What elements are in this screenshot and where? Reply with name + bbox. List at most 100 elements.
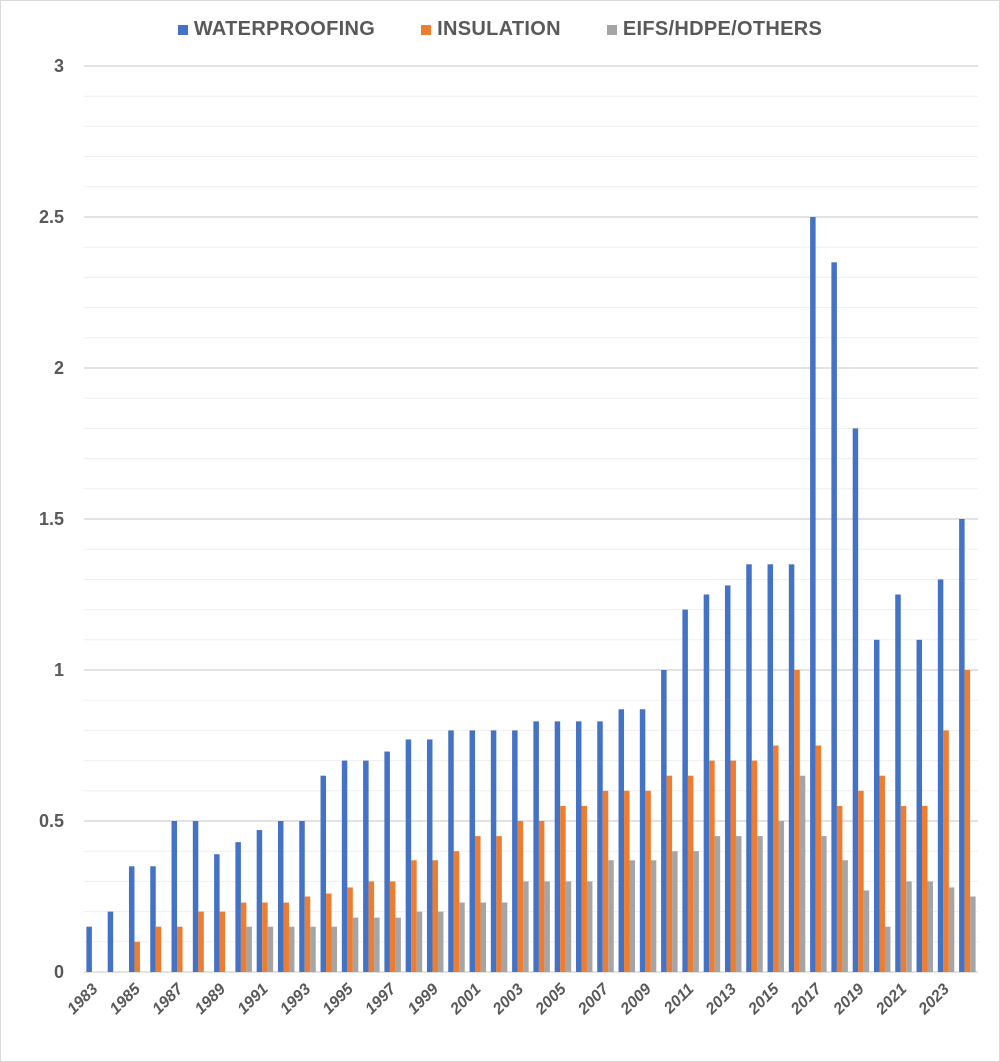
bar-insulation-2005 bbox=[560, 805, 566, 972]
bar-insulation-2013 bbox=[730, 760, 736, 972]
bar-waterproofing-2005 bbox=[554, 721, 561, 972]
bar-insulation-1989 bbox=[219, 911, 226, 972]
bar-insulation-1997 bbox=[389, 881, 396, 972]
x-tick-label: 2017 bbox=[787, 980, 826, 1019]
bar-eifs-hdpe-others-2020 bbox=[884, 926, 891, 972]
bar-waterproofing-2011 bbox=[682, 609, 688, 972]
bar-insulation-2023 bbox=[943, 730, 949, 972]
bar-insulation-1986 bbox=[155, 926, 162, 972]
bar-waterproofing-2003 bbox=[512, 730, 518, 972]
legend-item-waterproofing: WATERPROOFING bbox=[177, 18, 376, 41]
bar-waterproofing-2014 bbox=[746, 564, 752, 972]
legend-label-insulation: INSULATION bbox=[437, 18, 561, 40]
y-tick-label: 1 bbox=[54, 660, 64, 680]
bar-waterproofing-1993 bbox=[299, 821, 305, 972]
bar-insulation-2020 bbox=[879, 775, 885, 972]
bar-eifs-hdpe-others-2002 bbox=[501, 902, 508, 972]
x-tick-label: 2023 bbox=[915, 981, 953, 1019]
bar-waterproofing-2004 bbox=[533, 721, 539, 972]
bar-eifs-hdpe-others-2024 bbox=[970, 896, 976, 972]
x-axis: 1983 1985 1987 1989 1991 1993 1995 1997 1999 2001… bbox=[64, 980, 953, 1019]
x-tick-label: 2005 bbox=[532, 980, 571, 1019]
bar-insulation-1991 bbox=[262, 902, 268, 972]
legend-label-others: EIFS/HDPE/OTHERS bbox=[622, 18, 823, 40]
bar-waterproofing-2015 bbox=[767, 564, 774, 972]
x-tick-label: 2019 bbox=[830, 981, 868, 1019]
bar-insulation-1998 bbox=[411, 860, 417, 972]
x-tick-label: 1989 bbox=[192, 981, 229, 1018]
x-tick-label: 2015 bbox=[745, 980, 784, 1019]
bar-eifs-hdpe-others-2011 bbox=[693, 851, 699, 972]
legend-item-others: EIFS/HDPE/OTHERS bbox=[606, 18, 823, 41]
bar-waterproofing-2008 bbox=[618, 709, 625, 972]
bar-eifs-hdpe-others-1999 bbox=[437, 911, 444, 972]
bar-eifs-hdpe-others-1994 bbox=[331, 926, 338, 972]
bar-eifs-hdpe-others-2010 bbox=[672, 851, 678, 972]
bar-waterproofing-2018 bbox=[831, 262, 837, 972]
bar-insulation-2012 bbox=[709, 760, 715, 972]
bar-eifs-hdpe-others-1993 bbox=[310, 926, 316, 972]
bar-waterproofing-2023 bbox=[937, 579, 944, 972]
bar-waterproofing-2007 bbox=[597, 721, 603, 972]
bar-eifs-hdpe-others-2014 bbox=[757, 836, 763, 972]
bar-eifs-hdpe-others-2016 bbox=[799, 775, 806, 972]
bar-waterproofing-1984 bbox=[107, 911, 114, 972]
bar-eifs-hdpe-others-1990 bbox=[246, 926, 252, 972]
bar-waterproofing-1992 bbox=[277, 821, 284, 972]
legend-swatch-insulation bbox=[421, 24, 432, 35]
x-tick-label: 1983 bbox=[64, 981, 101, 1018]
bar-waterproofing-1989 bbox=[214, 854, 220, 972]
bar-eifs-hdpe-others-2001 bbox=[480, 902, 487, 972]
bar-insulation-2015 bbox=[773, 745, 779, 972]
bar-insulation-2000 bbox=[453, 851, 460, 972]
bar-eifs-hdpe-others-2005 bbox=[565, 881, 572, 972]
legend-label-waterproofing: WATERPROOFING bbox=[193, 18, 376, 40]
bar-waterproofing-1990 bbox=[235, 842, 241, 972]
x-tick-label: 2007 bbox=[574, 980, 613, 1019]
bar-insulation-2019 bbox=[858, 790, 864, 972]
bar-eifs-hdpe-others-2018 bbox=[842, 860, 848, 972]
bar-eifs-hdpe-others-2003 bbox=[523, 881, 529, 972]
y-tick-label: 1.5 bbox=[39, 509, 64, 529]
y-axis: 0 0.5 1 1.5 2 2.5 3 bbox=[39, 56, 64, 982]
bar-waterproofing-1997 bbox=[384, 751, 390, 972]
gridlines bbox=[84, 65, 978, 973]
bar-insulation-1999 bbox=[432, 860, 438, 972]
legend-swatch-waterproofing bbox=[177, 24, 188, 35]
bar-waterproofing-1996 bbox=[363, 760, 369, 972]
bar-waterproofing-2012 bbox=[703, 594, 710, 972]
bar-eifs-hdpe-others-2019 bbox=[863, 890, 870, 972]
bar-eifs-hdpe-others-2009 bbox=[650, 860, 657, 972]
bar-waterproofing-1983 bbox=[86, 926, 92, 972]
bar-insulation-2006 bbox=[581, 805, 587, 972]
bar-waterproofing-2016 bbox=[788, 564, 795, 972]
bar-waterproofing-2006 bbox=[575, 721, 582, 972]
bar-waterproofing-2010 bbox=[661, 670, 667, 972]
bar-insulation-1988 bbox=[198, 911, 204, 972]
bar-waterproofing-1994 bbox=[320, 775, 327, 972]
bar-eifs-hdpe-others-2021 bbox=[906, 881, 912, 972]
bar-eifs-hdpe-others-1995 bbox=[352, 917, 359, 972]
bar-eifs-hdpe-others-2013 bbox=[735, 836, 742, 972]
bar-eifs-hdpe-others-1992 bbox=[288, 926, 295, 972]
bar-eifs-hdpe-others-2004 bbox=[544, 881, 550, 972]
bar-insulation-1996 bbox=[368, 881, 375, 972]
bar-insulation-2001 bbox=[475, 836, 481, 972]
bar-insulation-2009 bbox=[645, 790, 651, 972]
bar-waterproofing-2001 bbox=[469, 730, 476, 972]
bar-waterproofing-2021 bbox=[895, 594, 901, 972]
bar-eifs-hdpe-others-2008 bbox=[629, 860, 636, 972]
bar-eifs-hdpe-others-1996 bbox=[374, 917, 380, 972]
bar-insulation-2016 bbox=[794, 670, 800, 972]
bar-insulation-2007 bbox=[602, 790, 609, 972]
bar-insulation-1985 bbox=[134, 941, 140, 972]
bar-insulation-2002 bbox=[496, 836, 502, 972]
bar-waterproofing-2019 bbox=[852, 428, 859, 972]
x-tick-label: 2011 bbox=[660, 981, 697, 1018]
bar-insulation-1995 bbox=[347, 887, 353, 972]
bar-eifs-hdpe-others-1998 bbox=[416, 911, 423, 972]
bar-insulation-1993 bbox=[304, 896, 311, 972]
x-tick-label: 2009 bbox=[617, 981, 655, 1019]
bar-eifs-hdpe-others-2007 bbox=[608, 860, 614, 972]
